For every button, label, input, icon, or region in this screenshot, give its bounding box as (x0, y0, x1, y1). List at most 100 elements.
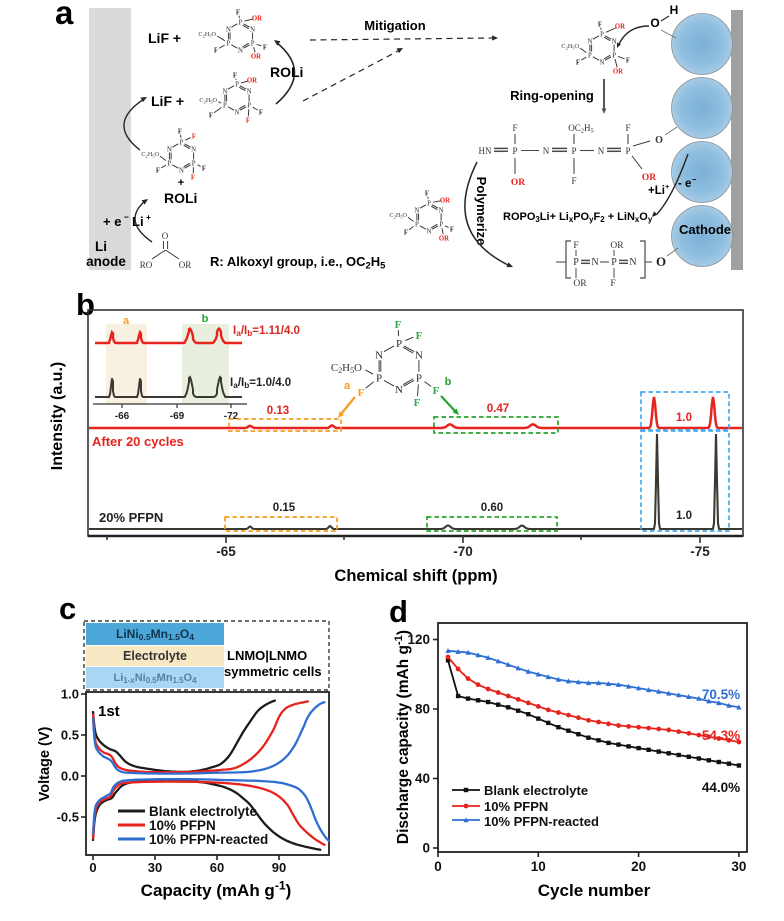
svg-text:F: F (191, 174, 195, 181)
svg-text:P: P (247, 102, 251, 109)
svg-text:P: P (588, 52, 592, 59)
svg-text:Ia/Ib=1.11/4.0: Ia/Ib=1.11/4.0 (233, 325, 300, 338)
svg-text:ROPO3Li+ LixPOyF2 + LiNxOy: ROPO3Li+ LixPOyF2 + LiNxOy (503, 211, 653, 224)
svg-text:F: F (259, 109, 263, 116)
svg-text:N: N (247, 88, 252, 95)
svg-text:P: P (612, 52, 616, 59)
svg-text:P: P (571, 146, 576, 156)
svg-text:N: N (226, 26, 231, 33)
svg-text:R: Alkoxyl group, i.e., OC2H5: R: Alkoxyl group, i.e., OC2H5 (210, 254, 385, 270)
svg-text:F: F (416, 330, 423, 342)
svg-text:OR: OR (610, 241, 624, 251)
svg-text:N: N (591, 257, 598, 268)
svg-text:F: F (358, 387, 365, 399)
svg-text:Ia/Ib=1.0/4.0: Ia/Ib=1.0/4.0 (230, 377, 291, 390)
svg-text:F: F (414, 397, 421, 409)
svg-text:RO: RO (140, 260, 153, 270)
svg-text:LNMO|LNMO: LNMO|LNMO (227, 648, 307, 663)
svg-text:P: P (415, 221, 419, 228)
svg-text:N: N (375, 350, 383, 362)
svg-text:Blank electrolyte: Blank electrolyte (149, 804, 258, 819)
svg-text:60: 60 (210, 860, 224, 875)
svg-text:OR: OR (251, 53, 261, 60)
svg-text:N: N (235, 109, 240, 116)
svg-text:0.0: 0.0 (61, 769, 79, 784)
svg-text:20% PFPN: 20% PFPN (99, 510, 163, 525)
svg-text:N: N (222, 88, 227, 95)
svg-text:90: 90 (272, 860, 286, 875)
svg-text:P: P (512, 146, 517, 156)
svg-text:H: H (670, 3, 679, 17)
svg-text:Electrolyte: Electrolyte (123, 649, 187, 663)
svg-text:c: c (59, 591, 76, 626)
svg-text:F: F (233, 72, 237, 79)
svg-text:20: 20 (631, 859, 646, 874)
svg-text:C2H5O: C2H5O (561, 43, 579, 50)
svg-text:−: − (124, 212, 129, 222)
svg-text:F: F (214, 47, 218, 54)
svg-text:Cycle number: Cycle number (538, 881, 651, 900)
svg-text:P: P (239, 19, 243, 26)
svg-text:C2H5O: C2H5O (331, 362, 362, 375)
svg-text:Discharge capacity (mAh g-1): Discharge capacity (mAh g-1) (393, 630, 412, 844)
svg-text:b: b (202, 313, 209, 325)
svg-text:OR: OR (179, 260, 192, 270)
svg-text:C2H5O: C2H5O (199, 97, 217, 104)
svg-text:F: F (263, 44, 267, 51)
svg-text:F: F (425, 190, 429, 197)
svg-text:OR: OR (511, 178, 525, 188)
svg-text:symmetric cells: symmetric cells (224, 664, 322, 679)
svg-text:N: N (250, 26, 255, 33)
svg-text:N: N (612, 38, 617, 45)
svg-text:Polymerize: Polymerize (474, 177, 489, 246)
svg-text:0.15: 0.15 (273, 502, 296, 514)
svg-text:HN: HN (479, 146, 492, 156)
svg-text:P: P (611, 257, 617, 268)
svg-text:F: F (626, 57, 630, 64)
svg-text:-70: -70 (453, 544, 473, 559)
svg-text:Voltage (V): Voltage (V) (37, 727, 53, 802)
svg-text:1.0: 1.0 (61, 687, 79, 702)
svg-text:F: F (246, 117, 250, 124)
svg-text:0.13: 0.13 (267, 405, 289, 417)
svg-text:LiNi0.5Mn1.5O4: LiNi0.5Mn1.5O4 (116, 627, 194, 642)
svg-text:O: O (656, 254, 666, 269)
svg-text:anode: anode (86, 254, 126, 269)
svg-text:N: N (191, 146, 196, 153)
svg-text:N: N (587, 38, 592, 45)
svg-text:Ring-opening: Ring-opening (510, 88, 594, 103)
svg-text:54.3%: 54.3% (702, 728, 740, 743)
svg-text:F: F (576, 59, 580, 66)
svg-text:OR: OR (615, 23, 625, 30)
svg-text:N: N (415, 350, 423, 362)
svg-text:OR: OR (440, 197, 450, 204)
svg-text:ROLi: ROLi (270, 64, 303, 80)
svg-text:P: P (416, 373, 422, 385)
svg-text:N: N (395, 384, 403, 396)
svg-text:P: P (427, 200, 431, 207)
svg-text:30: 30 (731, 859, 746, 874)
svg-text:Blank electrolyte: Blank electrolyte (484, 783, 588, 798)
svg-text:0.5: 0.5 (61, 728, 79, 743)
svg-text:30: 30 (148, 860, 162, 875)
svg-text:10% PFPN-reacted: 10% PFPN-reacted (484, 814, 599, 829)
svg-text:F: F (625, 123, 630, 133)
svg-text:N: N (543, 146, 550, 156)
svg-text:P: P (192, 160, 196, 167)
svg-text:N: N (629, 257, 636, 268)
svg-text:C2H5O: C2H5O (198, 31, 216, 38)
svg-text:−: − (692, 175, 697, 184)
svg-text:OR: OR (247, 77, 257, 84)
svg-text:10% PFPN-reacted: 10% PFPN-reacted (149, 832, 268, 847)
svg-text:N: N (439, 207, 444, 214)
svg-text:P: P (223, 102, 227, 109)
svg-text:F: F (571, 176, 576, 186)
svg-text:P: P (227, 40, 231, 47)
svg-text:-69: -69 (170, 411, 185, 422)
svg-text:Li: Li (95, 239, 107, 254)
svg-text:N: N (414, 207, 419, 214)
svg-text:F: F (450, 226, 454, 233)
svg-text:70.5%: 70.5% (702, 687, 740, 702)
svg-text:LiF +: LiF + (148, 30, 181, 46)
svg-text:F: F (404, 229, 408, 236)
